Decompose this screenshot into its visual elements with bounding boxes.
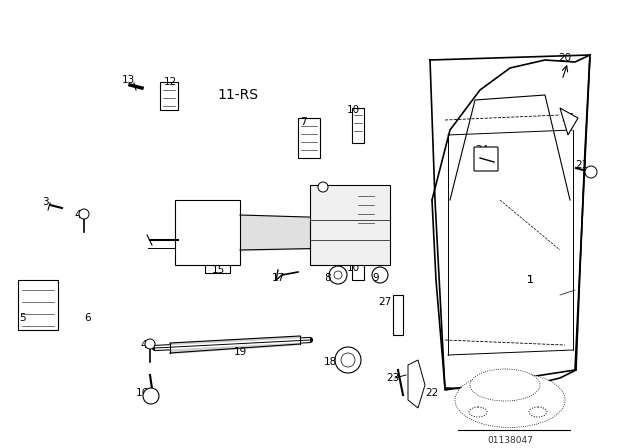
Text: 01138047: 01138047 (487, 435, 533, 444)
Circle shape (318, 182, 328, 192)
Circle shape (145, 339, 155, 349)
Text: 22: 22 (426, 388, 438, 398)
Ellipse shape (470, 369, 540, 401)
Text: 25: 25 (561, 113, 575, 123)
Bar (18, 280, 58, 330)
Text: 2: 2 (182, 257, 188, 267)
Text: 11-RS: 11-RS (218, 88, 259, 102)
Text: 4: 4 (75, 210, 81, 220)
Bar (175, 200, 240, 265)
Text: 12: 12 (163, 77, 177, 87)
Circle shape (585, 166, 597, 178)
Text: 5: 5 (19, 313, 26, 323)
Bar (352, 108, 364, 143)
Circle shape (372, 267, 388, 283)
Text: 9: 9 (372, 273, 380, 283)
Bar (310, 185, 390, 265)
Text: 24: 24 (476, 145, 488, 155)
Polygon shape (408, 360, 425, 408)
Text: 27: 27 (378, 297, 392, 307)
Text: 21: 21 (575, 160, 589, 170)
Circle shape (143, 388, 159, 404)
Text: 10: 10 (346, 263, 360, 273)
Polygon shape (560, 108, 578, 135)
Text: 16: 16 (136, 388, 148, 398)
Bar (355, 188, 377, 226)
Text: 19: 19 (234, 347, 246, 357)
Bar (393, 295, 403, 335)
Text: 20: 20 (559, 53, 572, 63)
Text: 13: 13 (122, 75, 134, 85)
Bar (160, 82, 178, 110)
Text: 8: 8 (324, 273, 332, 283)
Text: 15: 15 (211, 265, 225, 275)
Ellipse shape (455, 372, 565, 427)
Text: 1: 1 (527, 275, 533, 285)
Circle shape (335, 347, 361, 373)
Text: 3: 3 (42, 197, 48, 207)
Text: 26: 26 (309, 187, 323, 197)
Bar (352, 255, 364, 280)
Text: 4: 4 (141, 340, 147, 350)
Text: 10: 10 (346, 105, 360, 115)
Bar (205, 255, 230, 273)
Text: 14: 14 (346, 187, 360, 197)
FancyBboxPatch shape (474, 147, 498, 171)
Ellipse shape (469, 407, 487, 417)
Circle shape (334, 271, 342, 279)
Text: 17: 17 (271, 273, 285, 283)
Text: 1: 1 (527, 275, 534, 285)
Circle shape (79, 209, 89, 219)
Ellipse shape (529, 407, 547, 417)
Text: 6: 6 (84, 313, 92, 323)
Circle shape (341, 353, 355, 367)
Text: 18: 18 (323, 357, 337, 367)
Circle shape (329, 266, 347, 284)
Bar (298, 118, 320, 158)
Text: 23: 23 (387, 373, 399, 383)
Text: 7: 7 (300, 117, 307, 127)
